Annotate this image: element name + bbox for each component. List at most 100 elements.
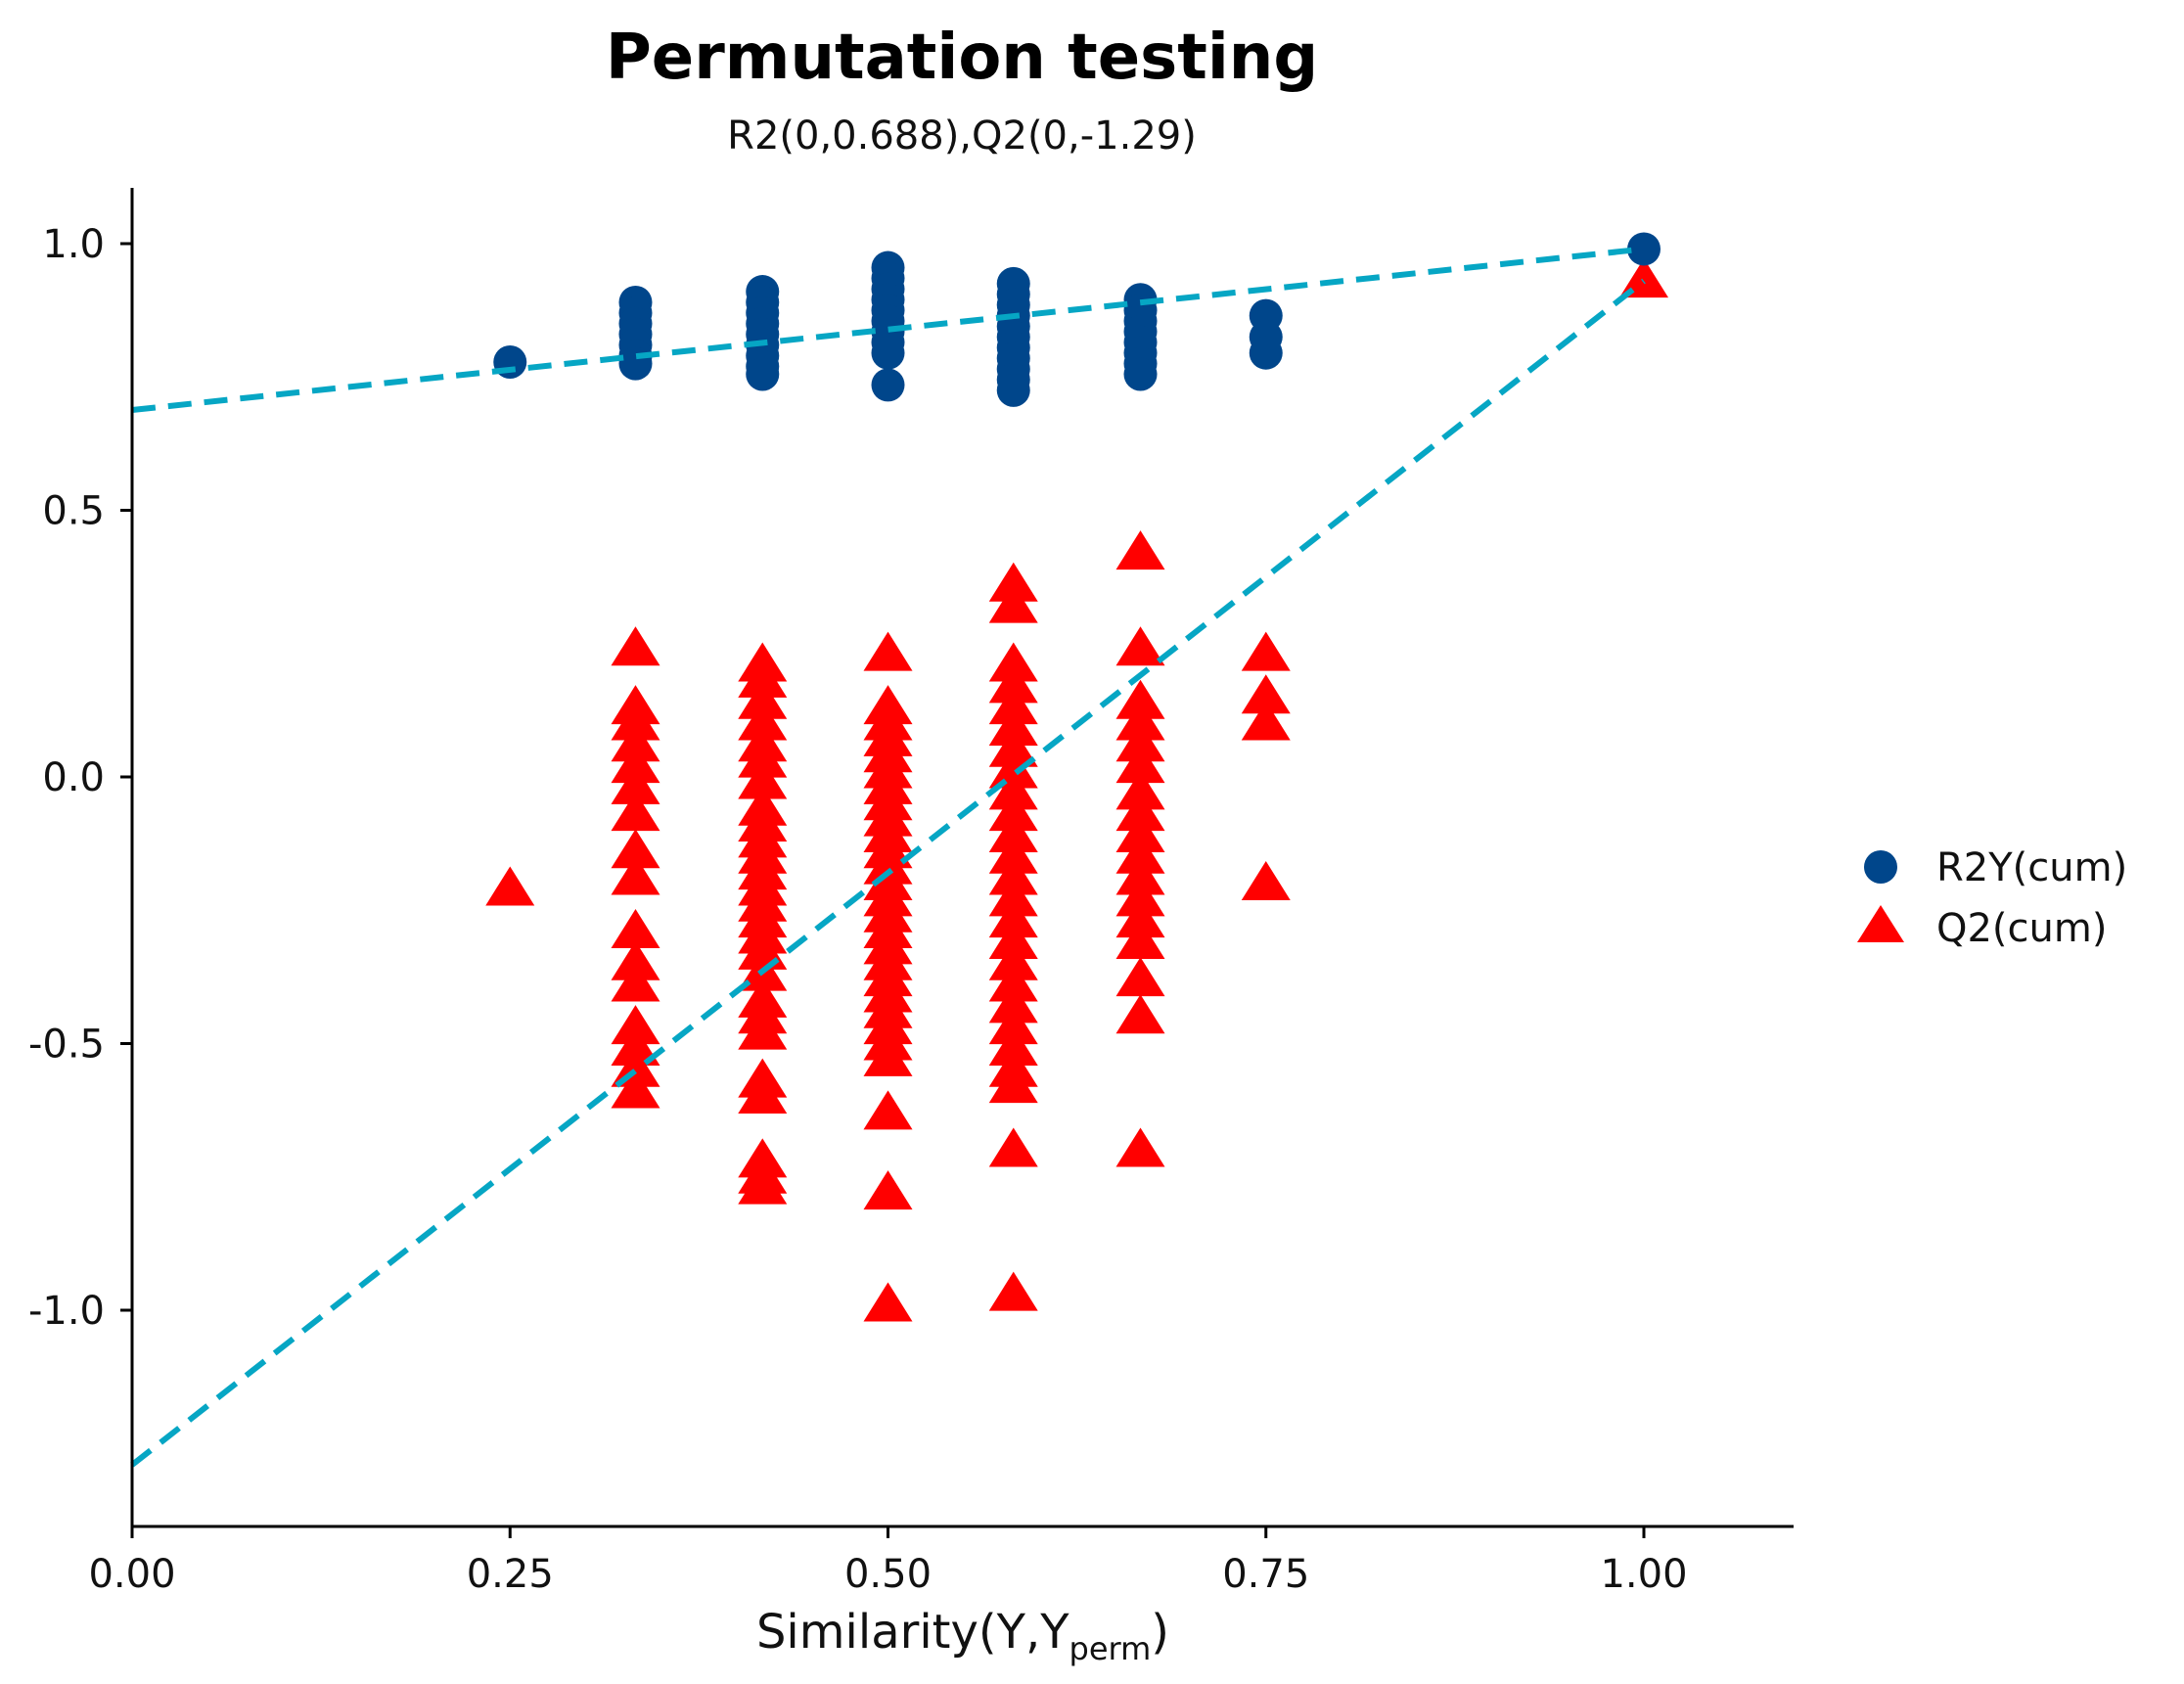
y-tick-label: 1.0	[42, 222, 105, 267]
q2-point	[988, 1064, 1038, 1104]
q2-point	[1115, 701, 1165, 741]
q2-point	[988, 685, 1038, 725]
q2-point	[988, 749, 1038, 789]
q2-point	[1115, 530, 1165, 570]
q2-point	[988, 812, 1038, 852]
q2-point	[863, 1282, 913, 1322]
q2-point	[988, 583, 1038, 623]
q2-point	[1241, 674, 1291, 714]
x-axis-label: Similarity(Y,Yperm)	[756, 1605, 1169, 1667]
y-tick-label: -0.5	[28, 1023, 105, 1068]
q2-regression-line	[130, 278, 1646, 1468]
r2y-point	[871, 368, 905, 402]
q2-point	[611, 722, 660, 762]
legend-r2y-label: R2Y(cum)	[1936, 845, 2127, 890]
q2-point	[1241, 701, 1291, 741]
r2y-point	[996, 373, 1030, 407]
x-axis-label-subscript: perm	[1069, 1630, 1152, 1667]
q2-point	[988, 1271, 1038, 1311]
x-tick-label: 0.75	[1222, 1552, 1309, 1597]
q2-point	[611, 962, 660, 1002]
q2-point	[611, 1005, 660, 1045]
q2-point	[1115, 812, 1165, 852]
plot-area	[130, 232, 1668, 1468]
r2y-point	[618, 346, 653, 381]
q2-point	[1115, 770, 1165, 810]
q2-point	[1115, 855, 1165, 895]
q2-point	[1115, 626, 1165, 666]
q2-point	[1115, 679, 1165, 719]
q2-point	[485, 866, 535, 906]
x-tick-label: 0.25	[467, 1552, 554, 1597]
q2-point	[988, 562, 1038, 602]
x-axis-label-close: )	[1151, 1605, 1169, 1660]
q2-point	[988, 663, 1038, 704]
q2-point	[611, 909, 660, 949]
r2y-point	[1123, 357, 1158, 391]
q2-point	[1115, 919, 1165, 959]
x-tick-label: 0.50	[844, 1552, 932, 1597]
q2-point	[611, 940, 660, 980]
x-tick-label: 0.00	[88, 1552, 175, 1597]
q2-point	[738, 738, 788, 778]
q2-point	[988, 898, 1038, 938]
chart-title: Permutation testing	[606, 22, 1318, 94]
q2-point	[988, 940, 1038, 980]
y-tick-label: -1.0	[28, 1289, 105, 1334]
q2-point	[988, 642, 1038, 682]
r2y-point	[871, 336, 905, 370]
x-tick-label: 1.00	[1600, 1552, 1687, 1597]
q2-point	[988, 983, 1038, 1024]
q2-point	[1115, 1127, 1165, 1167]
q2-point	[1115, 834, 1165, 874]
q2-point	[988, 962, 1038, 1002]
q2-point	[1619, 258, 1668, 298]
q2-point	[863, 631, 913, 671]
q2-point	[738, 1010, 788, 1050]
legend: R2Y(cum) Q2(cum)	[1857, 845, 2127, 951]
q2-point	[1115, 722, 1165, 762]
r2y-point	[1249, 336, 1283, 370]
q2-point	[863, 1090, 913, 1130]
q2-point	[1115, 792, 1165, 832]
q2-point	[988, 877, 1038, 917]
legend-q2-marker	[1857, 905, 1904, 942]
q2-point	[988, 1127, 1038, 1167]
axes	[130, 188, 1794, 1528]
q2-point	[611, 764, 660, 804]
q2-point	[738, 658, 788, 698]
q2-point	[1115, 744, 1165, 784]
q2-point	[988, 705, 1038, 746]
q2-point	[738, 759, 788, 799]
q2-point	[988, 770, 1038, 810]
q2-point	[738, 1164, 788, 1205]
y-tick-label: 0.5	[42, 489, 105, 534]
q2-point	[863, 1036, 913, 1076]
q2-point	[1115, 957, 1165, 997]
y-tick-label: 0.0	[42, 755, 105, 800]
q2-point	[1115, 994, 1165, 1034]
q2-point	[611, 626, 660, 666]
q2-point	[1115, 898, 1165, 938]
q2-point	[611, 701, 660, 741]
q2-point	[988, 855, 1038, 895]
q2-point	[1115, 877, 1165, 917]
q2-point	[1241, 861, 1291, 900]
q2-point	[738, 701, 788, 741]
chart-subtitle: R2(0,0.688),Q2(0,-1.29)	[727, 114, 1197, 159]
q2-point	[611, 829, 660, 869]
q2-point	[611, 1025, 660, 1066]
legend-q2-label: Q2(cum)	[1936, 906, 2107, 951]
q2-point	[1241, 631, 1291, 671]
q2-point	[611, 792, 660, 832]
q2-point	[738, 1074, 788, 1114]
q2-point	[611, 855, 660, 895]
r2y-point	[1627, 232, 1661, 266]
q2-point	[738, 679, 788, 719]
q2-point	[611, 1069, 660, 1109]
q2-point	[988, 834, 1038, 874]
y-ticks: 1.0 0.5 0.0 -0.5 -1.0	[28, 222, 132, 1334]
q2-point	[988, 1005, 1038, 1045]
legend-r2y-marker	[1864, 850, 1897, 884]
q2-point	[988, 1025, 1038, 1066]
